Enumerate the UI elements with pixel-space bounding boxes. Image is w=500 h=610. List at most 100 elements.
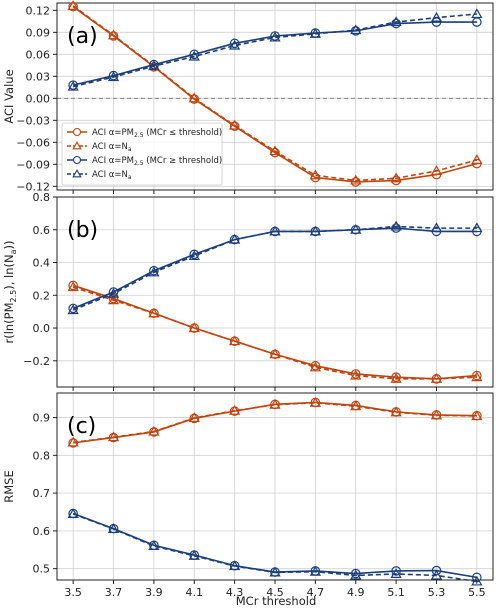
data-point — [309, 397, 322, 407]
data-point — [269, 31, 281, 42]
data-point — [148, 307, 160, 318]
x-tick-label: 5.5 — [468, 586, 486, 599]
data-point — [270, 147, 280, 158]
data-point — [107, 71, 120, 82]
data-point — [309, 169, 322, 180]
data-point — [67, 436, 79, 447]
data-point — [67, 508, 79, 518]
data-point — [68, 280, 78, 291]
series-line — [73, 402, 477, 444]
y-tick-label: 0.6 — [33, 525, 51, 538]
x-tick-label: 5.3 — [428, 586, 446, 599]
legend-marker — [72, 141, 82, 150]
data-point — [390, 373, 402, 383]
y-tick-label: 0.2 — [33, 289, 51, 302]
data-point — [107, 287, 120, 298]
data-point — [148, 60, 160, 71]
y-axis-label: r(ln(PM2.5), ln(Na)) — [2, 240, 18, 343]
data-point — [471, 410, 483, 421]
data-point — [390, 568, 402, 579]
data-point — [107, 431, 120, 442]
data-point — [228, 335, 241, 346]
data-point — [188, 50, 200, 61]
x-tick-label: 4.5 — [266, 586, 284, 599]
data-point — [471, 8, 483, 19]
y-tick-label: 0.6 — [33, 224, 51, 237]
data-point — [188, 92, 200, 103]
legend-entry-label: ACI α=Na — [92, 142, 132, 153]
data-point — [430, 569, 443, 580]
y-tick-label: 0.03 — [26, 70, 51, 83]
data-point — [309, 225, 322, 236]
y-tick-label: −0.09 — [16, 158, 50, 171]
data-point — [350, 24, 362, 35]
data-point — [188, 412, 200, 422]
x-tick-label: 4.7 — [307, 586, 325, 599]
data-point — [228, 233, 241, 244]
data-point — [188, 322, 200, 333]
legend-box — [61, 122, 223, 186]
data-point — [269, 225, 281, 236]
data-point — [148, 540, 160, 551]
data-point — [188, 250, 200, 261]
data-point — [350, 223, 362, 234]
x-tick-label: 4.3 — [226, 586, 244, 599]
data-point — [107, 523, 120, 534]
legend-marker — [72, 155, 82, 165]
data-point — [390, 220, 402, 231]
data-point — [189, 49, 200, 60]
data-point — [228, 560, 241, 571]
x-tick-label: 3.9 — [145, 586, 163, 599]
data-point — [390, 172, 402, 183]
data-point — [430, 409, 443, 420]
y-tick-label: 0.09 — [26, 26, 51, 39]
panel-b: −0.2 0.0 0.2 0.4 0.6 0.8 r(ln(PM2.5), ln(Na)) (… — [2, 191, 494, 391]
data-point — [148, 266, 160, 277]
x-tick-label: 3.7 — [105, 586, 123, 599]
legend-marker — [72, 127, 82, 137]
y-tick-label: 0.7 — [33, 487, 51, 500]
y-tick-label: −0.12 — [16, 180, 50, 193]
data-point — [148, 425, 160, 436]
data-point — [430, 222, 443, 233]
data-point — [107, 29, 120, 40]
data-point — [188, 550, 200, 560]
data-point — [471, 222, 483, 233]
y-tick-label: 0.5 — [33, 563, 51, 576]
data-point — [471, 575, 483, 586]
x-tick-label: 4.1 — [186, 586, 204, 599]
data-point — [391, 372, 401, 382]
data-point — [309, 27, 322, 38]
legend: ACI α=PM2.5 (MCr ≤ threshold) ACI α=Na ACI… — [61, 122, 223, 186]
data-point — [472, 370, 482, 381]
legend-entry-label: ACI α=Na — [92, 170, 132, 181]
data-point — [350, 369, 362, 380]
y-tick-label: 0.4 — [33, 257, 51, 270]
y-tick-label: 0.8 — [33, 449, 51, 462]
data-point — [228, 119, 241, 130]
panel-a: −0.12 −0.09 −0.06 −0.03 0.00 0.03 0.06 0.09 0.12… — [2, 0, 494, 194]
data-point — [269, 398, 281, 409]
y-tick-label: 0.12 — [26, 4, 51, 17]
data-point — [350, 177, 361, 187]
series-line — [72, 21, 477, 86]
data-point — [391, 566, 401, 576]
data-point — [67, 80, 79, 91]
data-point — [269, 145, 281, 156]
y-tick-label: 0.0 — [33, 322, 51, 335]
data-point — [269, 566, 281, 577]
y-tick-label: 0.00 — [26, 92, 51, 105]
data-point — [228, 39, 241, 50]
data-point — [309, 361, 322, 372]
data-point — [350, 568, 361, 579]
data-point — [229, 38, 240, 49]
data-point — [350, 174, 362, 185]
data-point — [67, 0, 79, 10]
data-point — [471, 154, 483, 164]
x-tick-label: 3.5 — [64, 586, 82, 599]
panel-label: (b) — [67, 218, 98, 243]
x-tick-label: 5.1 — [387, 586, 405, 599]
y-tick-label: −0.2 — [23, 355, 50, 368]
data-point — [67, 281, 79, 292]
